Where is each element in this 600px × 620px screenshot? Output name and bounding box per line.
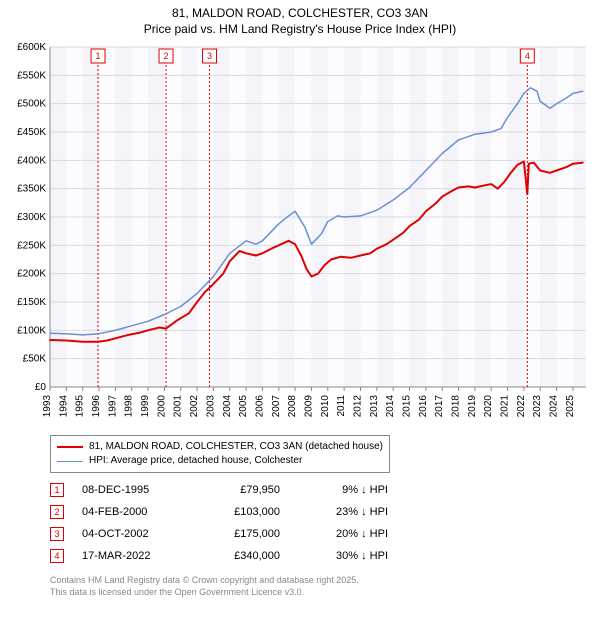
svg-text:2016: 2016 <box>418 395 429 418</box>
svg-text:£200K: £200K <box>17 269 46 280</box>
svg-text:1996: 1996 <box>91 395 102 418</box>
svg-text:2: 2 <box>164 51 169 61</box>
sale-marker: 1 <box>50 483 64 497</box>
svg-text:£250K: £250K <box>17 241 46 252</box>
legend-label: 81, MALDON ROAD, COLCHESTER, CO3 3AN (de… <box>89 440 383 454</box>
svg-text:2010: 2010 <box>320 395 331 418</box>
svg-text:1998: 1998 <box>124 395 135 418</box>
svg-text:2019: 2019 <box>467 395 478 418</box>
svg-text:1995: 1995 <box>75 395 86 418</box>
svg-text:2022: 2022 <box>516 395 527 418</box>
sale-row: 1 08-DEC-1995 £79,950 9% ↓ HPI <box>50 479 592 501</box>
legend-item: 81, MALDON ROAD, COLCHESTER, CO3 3AN (de… <box>57 440 383 454</box>
sale-marker: 3 <box>50 527 64 541</box>
svg-text:2012: 2012 <box>352 395 363 418</box>
title-address: 81, MALDON ROAD, COLCHESTER, CO3 3AN <box>8 6 592 22</box>
svg-text:£50K: £50K <box>23 354 47 365</box>
title-subtitle: Price paid vs. HM Land Registry's House … <box>8 22 592 38</box>
svg-text:2009: 2009 <box>303 395 314 418</box>
chart-area: £0 £50K £100K £150K £200K £250K £300K £350K £400… <box>8 41 592 431</box>
sale-row: 3 04-OCT-2002 £175,000 20% ↓ HPI <box>50 523 592 545</box>
svg-text:2021: 2021 <box>500 395 511 418</box>
sale-pct-vs-hpi: 9% ↓ HPI <box>298 484 388 496</box>
legend-swatch <box>57 446 83 448</box>
sale-price: £103,000 <box>200 506 280 518</box>
svg-text:1993: 1993 <box>42 395 53 418</box>
svg-text:2025: 2025 <box>565 395 576 418</box>
sale-row: 2 04-FEB-2000 £103,000 23% ↓ HPI <box>50 501 592 523</box>
legend-swatch <box>57 461 83 462</box>
svg-text:2024: 2024 <box>549 395 560 418</box>
sale-date: 17-MAR-2022 <box>82 550 182 562</box>
svg-text:£300K: £300K <box>17 212 46 223</box>
legend: 81, MALDON ROAD, COLCHESTER, CO3 3AN (de… <box>50 435 390 473</box>
svg-text:£350K: £350K <box>17 184 46 195</box>
svg-text:2001: 2001 <box>173 395 184 418</box>
sale-price: £175,000 <box>200 528 280 540</box>
svg-text:£150K: £150K <box>17 297 46 308</box>
svg-text:£550K: £550K <box>17 71 46 82</box>
svg-text:£500K: £500K <box>17 99 46 110</box>
svg-text:1994: 1994 <box>58 395 69 418</box>
svg-text:2014: 2014 <box>385 395 396 418</box>
svg-text:1999: 1999 <box>140 395 151 418</box>
svg-text:2000: 2000 <box>156 395 167 418</box>
footer-line2: This data is licensed under the Open Gov… <box>50 587 592 599</box>
svg-text:1: 1 <box>96 51 101 61</box>
svg-text:2004: 2004 <box>222 395 233 418</box>
price-chart: £0 £50K £100K £150K £200K £250K £300K £350K £400… <box>8 41 592 431</box>
svg-text:2023: 2023 <box>532 395 543 418</box>
svg-text:£400K: £400K <box>17 156 46 167</box>
svg-text:£600K: £600K <box>17 42 46 53</box>
sale-pct-vs-hpi: 20% ↓ HPI <box>298 528 388 540</box>
svg-text:2020: 2020 <box>483 395 494 418</box>
footer-line1: Contains HM Land Registry data © Crown c… <box>50 575 592 587</box>
svg-text:2007: 2007 <box>271 395 282 418</box>
sale-marker: 2 <box>50 505 64 519</box>
sale-row: 4 17-MAR-2022 £340,000 30% ↓ HPI <box>50 545 592 567</box>
sale-date: 08-DEC-1995 <box>82 484 182 496</box>
svg-text:3: 3 <box>207 51 212 61</box>
svg-text:4: 4 <box>525 51 530 61</box>
footer-attribution: Contains HM Land Registry data © Crown c… <box>50 575 592 598</box>
sale-price: £340,000 <box>200 550 280 562</box>
svg-text:2002: 2002 <box>189 395 200 418</box>
svg-text:2003: 2003 <box>205 395 216 418</box>
svg-text:2011: 2011 <box>336 395 347 417</box>
sale-price: £79,950 <box>200 484 280 496</box>
svg-text:1997: 1997 <box>107 395 118 418</box>
svg-text:£0: £0 <box>35 382 47 393</box>
svg-text:2015: 2015 <box>402 395 413 418</box>
sale-pct-vs-hpi: 30% ↓ HPI <box>298 550 388 562</box>
sales-table: 1 08-DEC-1995 £79,950 9% ↓ HPI 2 04-FEB-2000 £… <box>50 479 592 567</box>
legend-item: HPI: Average price, detached house, Colc… <box>57 454 383 468</box>
sale-date: 04-OCT-2002 <box>82 528 182 540</box>
sale-pct-vs-hpi: 23% ↓ HPI <box>298 506 388 518</box>
svg-text:2017: 2017 <box>434 395 445 418</box>
svg-text:2018: 2018 <box>451 395 462 418</box>
svg-text:2008: 2008 <box>287 395 298 418</box>
legend-label: HPI: Average price, detached house, Colc… <box>89 454 302 468</box>
svg-text:2005: 2005 <box>238 395 249 418</box>
sale-date: 04-FEB-2000 <box>82 506 182 518</box>
chart-title: 81, MALDON ROAD, COLCHESTER, CO3 3AN Pri… <box>8 6 592 37</box>
sale-marker: 4 <box>50 549 64 563</box>
svg-text:2006: 2006 <box>254 395 265 418</box>
svg-text:£100K: £100K <box>17 326 46 337</box>
svg-text:£450K: £450K <box>17 127 46 138</box>
svg-text:2013: 2013 <box>369 395 380 418</box>
